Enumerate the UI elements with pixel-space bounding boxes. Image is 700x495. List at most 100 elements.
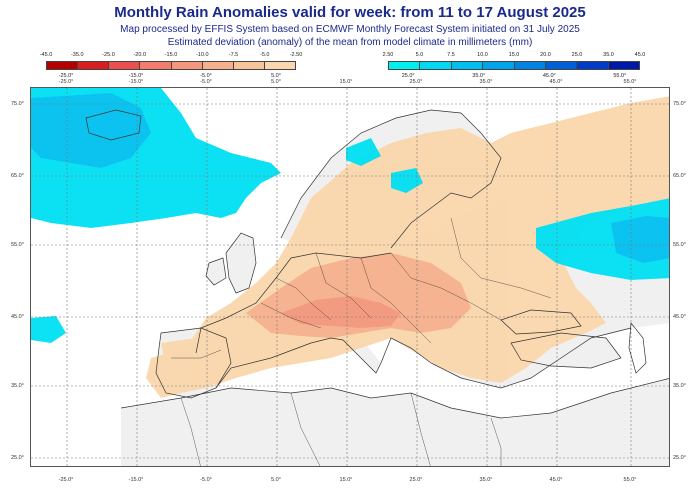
legend-positive: 2.50 5.0 7.5 10.0 15.0 20.0 25.0 35.0 45… [383,52,646,86]
dry-area-iberia [161,338,216,388]
legend-color-swatch [514,62,546,69]
legend-color-swatch [483,62,515,69]
wet-area-russia-mid [611,216,669,263]
map-canvas [31,88,669,466]
lon-tick-top: 55.0° [623,79,637,85]
lon-tick-bottom: 35.0° [479,477,493,483]
coast-mediterranean [215,327,632,389]
lon-tick-top: 25.0° [409,79,423,85]
legend-color-swatch [233,62,265,69]
land-british-isles [226,233,256,293]
legend-bound: -15.0 [164,52,178,58]
legend-color-swatch [171,62,203,69]
lat-tick-left: 35.0° [11,383,24,389]
wet-area-atlantic-mid [31,93,151,168]
legend-bound: -20.0 [133,52,147,58]
legend-label: 35.0° [472,73,486,79]
dry-area-strong [281,296,401,328]
legend-bound: -5.0 [260,52,270,58]
legend-bound: 25.0 [571,52,583,58]
legend-bound: -2.50 [289,52,303,58]
legend-bound: -7.5 [228,52,239,58]
lon-tick-bottom: 25.0° [409,477,423,483]
border [180,397,201,466]
lon-tick-bottom: 5.0° [271,477,281,483]
lat-tick-left: 55.0° [11,242,24,248]
coast-iceland [85,109,142,141]
legend-positive-bounds: 2.50 5.0 7.5 10.0 15.0 20.0 25.0 35.0 45… [383,52,646,60]
map-subtitle-units: Estimated deviation (anomaly) of the mea… [167,37,533,48]
legend-label: 45.0° [542,73,556,79]
lon-tick-top: 15.0° [339,79,353,85]
legend-color-swatch [202,62,234,69]
legend-bound: 2.50 [382,52,394,58]
legend-negative-colorbar [46,61,296,70]
border [450,217,552,299]
lat-tick-right: 55.0° [673,242,686,248]
legend-bound: -10.0 [195,52,209,58]
border [275,277,332,321]
legend-color-swatch [140,62,172,69]
lat-tick-right: 35.0° [673,383,686,389]
lat-tick-left: 45.0° [11,314,24,320]
border [315,252,372,319]
legend-label: 55.0° [613,73,627,79]
lon-tick-top: 45.0° [549,79,563,85]
coast-north-africa [120,378,669,419]
wet-area-azores [31,316,66,343]
legend-label: 25.0° [401,73,415,79]
legend-color-swatch [420,62,452,69]
legend-negative-labels: -25.0° -15.0° -5.0° 5.0° [46,73,296,81]
lat-tick-left: 65.0° [11,173,24,179]
legend-bound: 5.0 [415,52,424,58]
graticule [31,88,669,466]
legend-color-swatch [264,62,295,69]
legend-bound: 15.0 [508,52,520,58]
border [260,302,322,329]
lon-tick-bottom: -5.0° [200,477,212,483]
legend-color-swatch [608,62,639,69]
lon-tick-top: 35.0° [479,79,493,85]
lat-tick-left: 25.0° [11,455,24,461]
legend-bound: -35.0 [70,52,84,58]
wet-area-scandi [346,138,381,166]
country-borders [171,217,552,466]
lon-tick-bottom: -15.0° [128,477,144,483]
lat-tick-left: 75.0° [11,101,24,107]
legend-bound: 45.0 [634,52,646,58]
map-subtitle-source: Map processed by EFFIS System based on E… [120,24,580,35]
land-ireland [206,258,226,285]
legend-bound: 7.5 [447,52,455,58]
wet-anomaly-areas [31,88,669,343]
legend-color-swatch [577,62,609,69]
rain-anomaly-map[interactable] [30,87,670,467]
legend-color-swatch [389,62,421,69]
legend-bound: 20.0 [540,52,551,58]
border [410,392,431,466]
lon-tick-top: -5.0° [200,79,212,85]
legend-color-swatch [47,62,79,69]
legend-bound: -25.0 [102,52,115,58]
lon-tick-bottom: -25.0° [58,477,74,483]
lat-tick-right: 25.0° [673,455,686,461]
coast-scandinavia [280,109,502,249]
dry-anomaly-areas [146,96,669,398]
legend-bound: 10.0 [477,52,488,58]
lat-tick-right: 75.0° [673,101,686,107]
legend-negative: -45.0 -35.0 -25.0 -20.0 -15.0 -10.0 -7.5… [40,52,303,86]
map-title: Monthly Rain Anomalies valid for week: f… [114,4,586,21]
legend-color-swatch [451,62,484,69]
border [490,417,502,466]
border [390,252,502,321]
coast-black-sea [500,309,582,335]
border [360,257,432,344]
border [171,349,222,359]
coast-ireland [205,257,227,286]
legend-label: -5.0° [200,73,212,79]
legend-color-swatch [109,62,141,69]
legend-positive-colorbar [388,61,640,70]
lat-tick-right: 65.0° [673,173,686,179]
legend-negative-bounds: -45.0 -35.0 -25.0 -20.0 -15.0 -10.0 -7.5… [40,52,303,60]
land-north-africa [121,378,669,466]
coast-iberia [155,327,232,399]
